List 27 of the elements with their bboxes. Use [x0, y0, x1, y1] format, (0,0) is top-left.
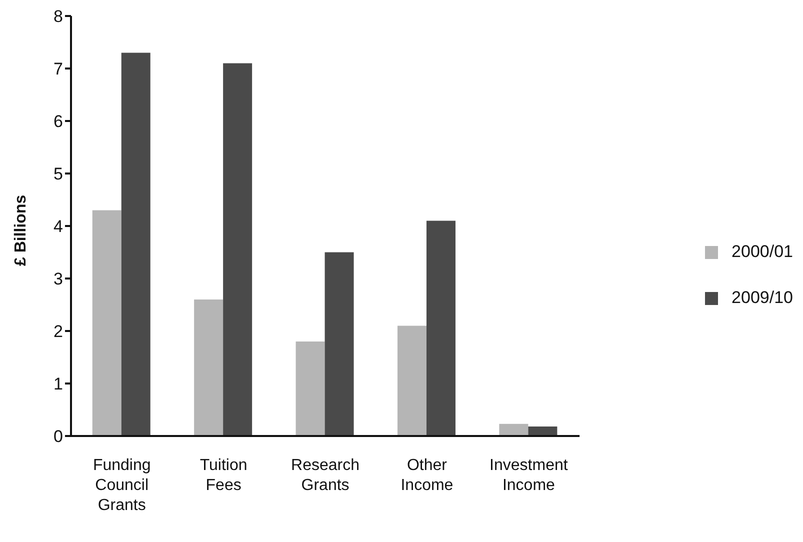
- bar: [194, 300, 224, 436]
- y-tick-label: 4: [54, 217, 63, 236]
- x-tick-label: Investment Income: [490, 457, 568, 494]
- bar: [296, 342, 325, 436]
- bar: [324, 252, 354, 436]
- y-tick-label: 3: [54, 270, 63, 289]
- x-tick-label: Research Grants: [291, 457, 360, 494]
- x-tick-label: Funding Council Grants: [92, 457, 151, 514]
- legend-label: 2000/01: [732, 242, 793, 261]
- y-tick-label: 5: [54, 164, 63, 184]
- bar: [121, 52, 150, 436]
- y-tick-label: 7: [54, 60, 63, 79]
- bar: [92, 210, 122, 436]
- bar: [528, 426, 558, 436]
- y-tick-label: 0: [54, 427, 63, 446]
- y-tick-label: 6: [54, 112, 63, 132]
- x-tick-label: Other Income: [400, 457, 454, 494]
- bar: [397, 326, 426, 436]
- bar: [426, 220, 456, 436]
- y-tick-label: 8: [54, 7, 63, 26]
- bar: [223, 63, 252, 436]
- y-tick-label: 1: [54, 374, 63, 394]
- bar: [499, 424, 528, 436]
- y-axis-title: £ Billions: [12, 194, 30, 266]
- legend-label: 2009/10: [732, 288, 793, 307]
- x-tick-label: Tuition Fees: [200, 457, 248, 494]
- y-tick-label: 2: [54, 322, 63, 342]
